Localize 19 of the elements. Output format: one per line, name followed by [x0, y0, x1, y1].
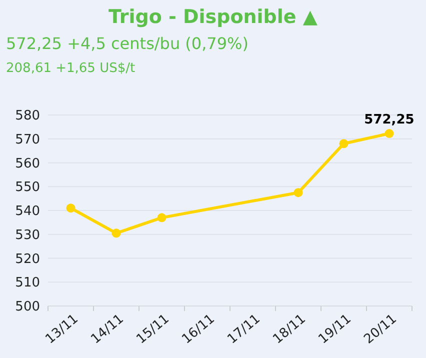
chart-title: Trigo - Disponible ▲	[108, 6, 318, 28]
y-tick-label: 520	[15, 252, 40, 267]
point	[157, 213, 166, 222]
chart-subtitle: 572,25 +4,5 cents/bu (0,79%)	[6, 34, 248, 53]
y-tick-label: 510	[15, 276, 40, 291]
y-tick-label: 550	[15, 180, 40, 196]
point	[339, 139, 348, 148]
y-tick-label: 530	[15, 228, 40, 243]
point	[294, 188, 303, 198]
y-tick-label: 540	[15, 204, 40, 220]
y-tick-label: 560	[15, 156, 40, 172]
y-tick-label: 580	[15, 108, 40, 124]
data-label: 572,25	[364, 112, 414, 128]
y-tick-label: 500	[15, 300, 40, 315]
y-tick-label: 570	[15, 132, 40, 148]
text: 208,61 +1,65 US$/t	[6, 61, 136, 76]
point	[384, 129, 394, 138]
point	[112, 228, 121, 238]
point	[66, 204, 76, 213]
